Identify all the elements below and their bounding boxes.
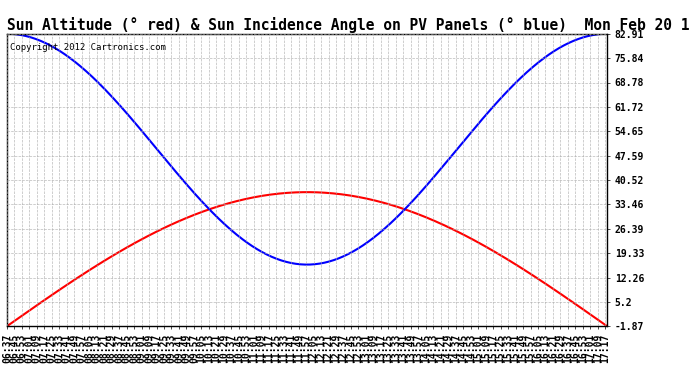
Text: Sun Altitude (° red) & Sun Incidence Angle on PV Panels (° blue)  Mon Feb 20 17:: Sun Altitude (° red) & Sun Incidence Ang… (7, 16, 690, 33)
Text: Copyright 2012 Cartronics.com: Copyright 2012 Cartronics.com (10, 42, 166, 51)
